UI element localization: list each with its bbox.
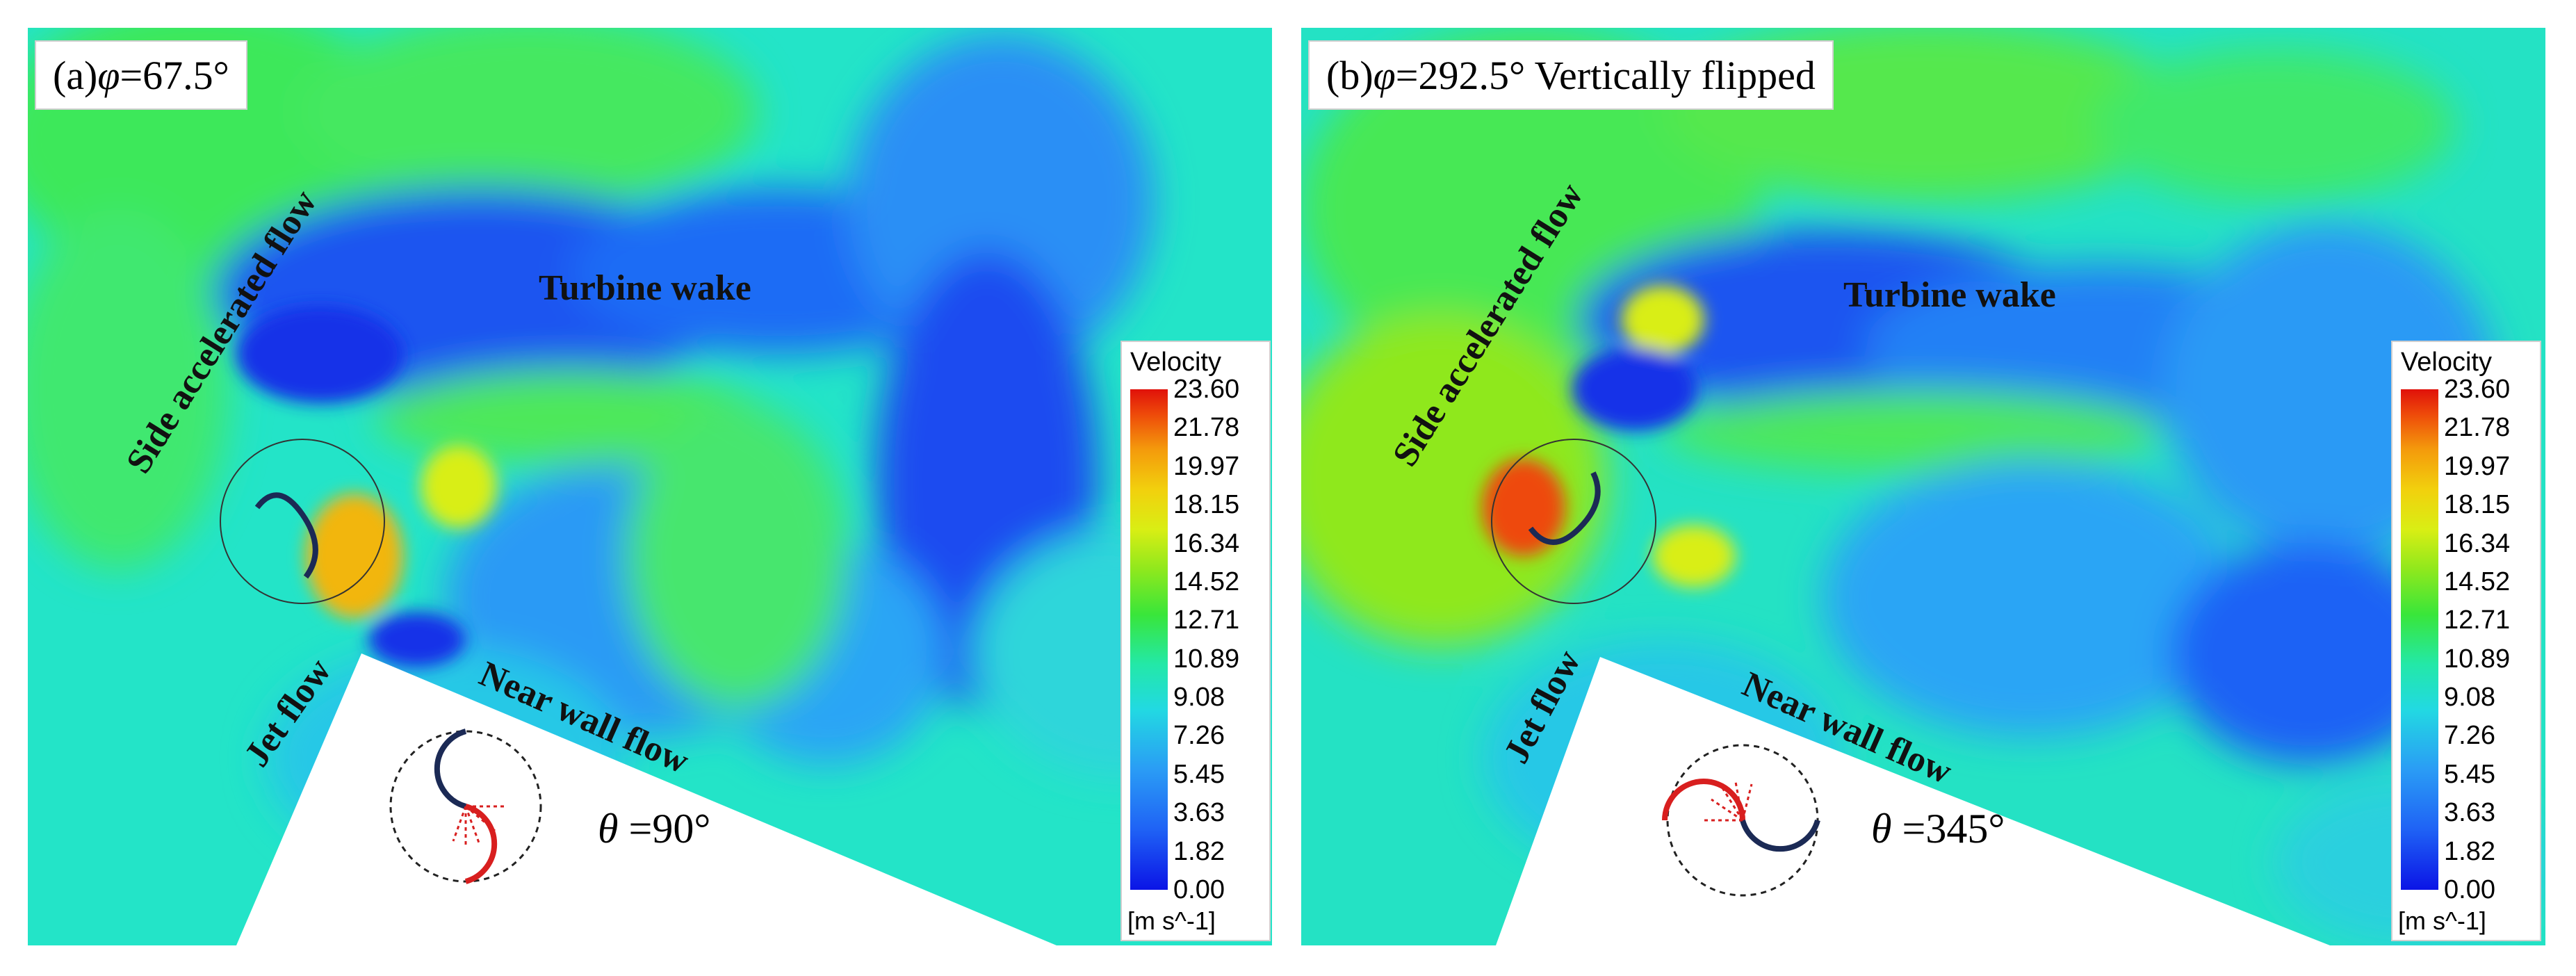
legend-unit-b: [m s^-1] — [2398, 906, 2486, 935]
rotor-blades-b — [1528, 471, 1601, 545]
legend-tick-label: 16.34 — [1173, 528, 1240, 558]
legend-tick-label: 0.00 — [1173, 875, 1225, 904]
legend-tick-label: 1.82 — [2444, 836, 2495, 866]
colorbar-b — [2401, 389, 2438, 890]
turbine-wake-label-a: Turbine wake — [539, 268, 751, 308]
legend-tick-label: 23.60 — [2444, 375, 2511, 404]
theta-label-a: θ =90° — [598, 805, 710, 853]
wall-wedge-b — [1496, 657, 2330, 945]
panel-label-value-a: =67.5° — [120, 52, 229, 98]
legend-tick-label: 3.63 — [2444, 798, 2495, 828]
rotor-circle-a — [220, 439, 385, 604]
legend-title-b: Velocity — [2401, 348, 2492, 377]
legend-ticks-a: 23.60 21.78 19.97 18.15 16.34 14.52 12.71 10.89… — [1173, 375, 1265, 904]
legend-tick-label: 21.78 — [1173, 413, 1240, 443]
contour-panel-a: (a) φ =67.5° Side accelerated flow Turbi… — [28, 28, 1272, 945]
contour-panel-b: (b) φ =292.5° Vertically flipped Side ac… — [1301, 28, 2545, 945]
legend-tick-label: 19.97 — [2444, 451, 2511, 481]
legend-tick-label: 10.89 — [1173, 644, 1240, 674]
velocity-contour-field-b — [1301, 28, 2545, 945]
theta-symbol-a: θ — [598, 806, 619, 852]
legend-tick-label: 9.08 — [2444, 683, 2495, 713]
legend-tick-label: 18.15 — [1173, 490, 1240, 520]
legend-tick-label: 14.52 — [2444, 567, 2511, 596]
panel-label-b: (b) φ =292.5° Vertically flipped — [1308, 40, 1834, 110]
panel-label-prefix-a: (a) — [53, 52, 98, 98]
legend-tick-label: 7.26 — [1173, 721, 1225, 751]
theta-label-b: θ =345° — [1871, 805, 2005, 853]
legend-tick-label: 12.71 — [2444, 605, 2511, 635]
legend-tick-label: 0.00 — [2444, 875, 2495, 904]
legend-tick-label: 21.78 — [2444, 413, 2511, 443]
legend-tick-label: 3.63 — [1173, 798, 1225, 828]
colorbar-a — [1130, 389, 1168, 890]
legend-tick-label: 18.15 — [2444, 490, 2511, 520]
phi-symbol-b: φ — [1373, 52, 1396, 98]
theta-value-b: =345° — [1891, 806, 2005, 852]
legend-title-a: Velocity — [1130, 348, 1221, 377]
theta-symbol-b: θ — [1871, 806, 1892, 852]
wall-wedge-a — [236, 653, 1057, 945]
legend-tick-label: 5.45 — [1173, 759, 1225, 789]
legend-tick-label: 14.52 — [1173, 567, 1240, 596]
legend-tick-label: 12.71 — [1173, 605, 1240, 635]
legend-tick-label: 10.89 — [2444, 644, 2511, 674]
legend-tick-label: 23.60 — [1173, 375, 1240, 404]
panel-label-value-b: =292.5° Vertically flipped — [1395, 52, 1816, 98]
rotor-circle-b — [1491, 439, 1656, 604]
velocity-legend-b: Velocity 23.60 21.78 19.97 18.15 16.34 14.52 1… — [2391, 341, 2541, 941]
legend-ticks-b: 23.60 21.78 19.97 18.15 16.34 14.52 12.71 10.89… — [2444, 375, 2536, 904]
panel-label-prefix-b: (b) — [1326, 52, 1373, 98]
turbine-schematic-b — [1662, 744, 1820, 897]
legend-unit-a: [m s^-1] — [1127, 906, 1216, 935]
turbine-wake-label-b: Turbine wake — [1843, 275, 2056, 315]
turbine-schematic-a — [389, 729, 542, 884]
legend-tick-label: 5.45 — [2444, 759, 2495, 789]
legend-tick-label: 1.82 — [1173, 836, 1225, 866]
rotor-blades-a — [254, 492, 318, 579]
legend-tick-label: 16.34 — [2444, 528, 2511, 558]
panel-label-a: (a) φ =67.5° — [35, 40, 247, 110]
legend-tick-label: 19.97 — [1173, 451, 1240, 481]
velocity-legend-a: Velocity 23.60 21.78 19.97 18.15 16.34 14.52 1… — [1120, 341, 1271, 941]
phi-symbol-a: φ — [97, 52, 120, 98]
legend-tick-label: 9.08 — [1173, 683, 1225, 713]
theta-value-a: =90° — [618, 806, 711, 852]
legend-tick-label: 7.26 — [2444, 721, 2495, 751]
